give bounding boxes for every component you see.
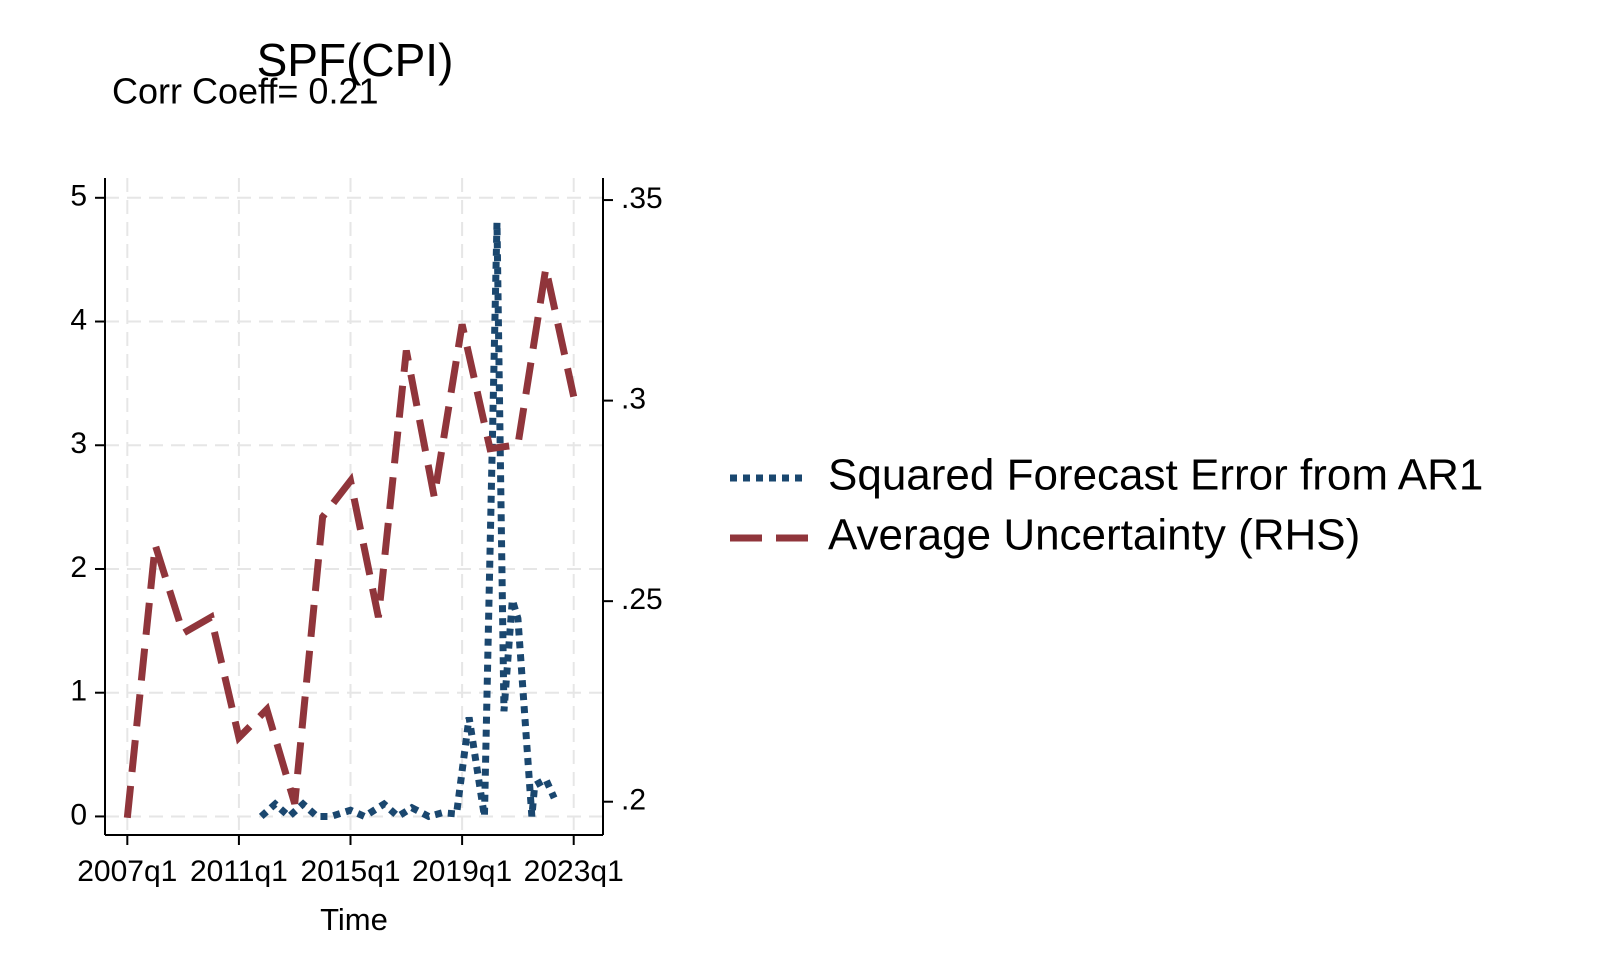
y2-tick-label: .2	[621, 784, 646, 817]
x-tick-label: 2019q1	[412, 855, 512, 888]
chart-title: SPF(CPI)	[257, 34, 454, 86]
x-axis-label: Time	[320, 902, 388, 937]
series-line	[258, 222, 558, 822]
y-tick-label: 1	[70, 675, 87, 708]
y-tick-label: 5	[70, 180, 87, 213]
legend-label: Squared Forecast Error from AR1	[828, 451, 1483, 500]
x-tick-label: 2023q1	[524, 855, 624, 888]
y2-tick-label: .35	[621, 182, 663, 215]
y-tick-label: 0	[70, 798, 87, 831]
y2-tick-label: .3	[621, 383, 646, 416]
chart-subtitle: Corr Coeff= 0.21	[112, 71, 378, 112]
y-tick-label: 3	[70, 427, 87, 460]
y-tick-label: 2	[70, 551, 87, 584]
x-tick-label: 2011q1	[190, 855, 288, 888]
legend-label: Average Uncertainty (RHS)	[828, 511, 1360, 560]
x-tick-label: 2007q1	[77, 855, 177, 888]
series-line	[123, 267, 578, 819]
y-tick-label: 4	[70, 303, 87, 336]
x-tick-label: 2015q1	[300, 855, 400, 888]
y2-tick-label: .25	[621, 583, 663, 616]
